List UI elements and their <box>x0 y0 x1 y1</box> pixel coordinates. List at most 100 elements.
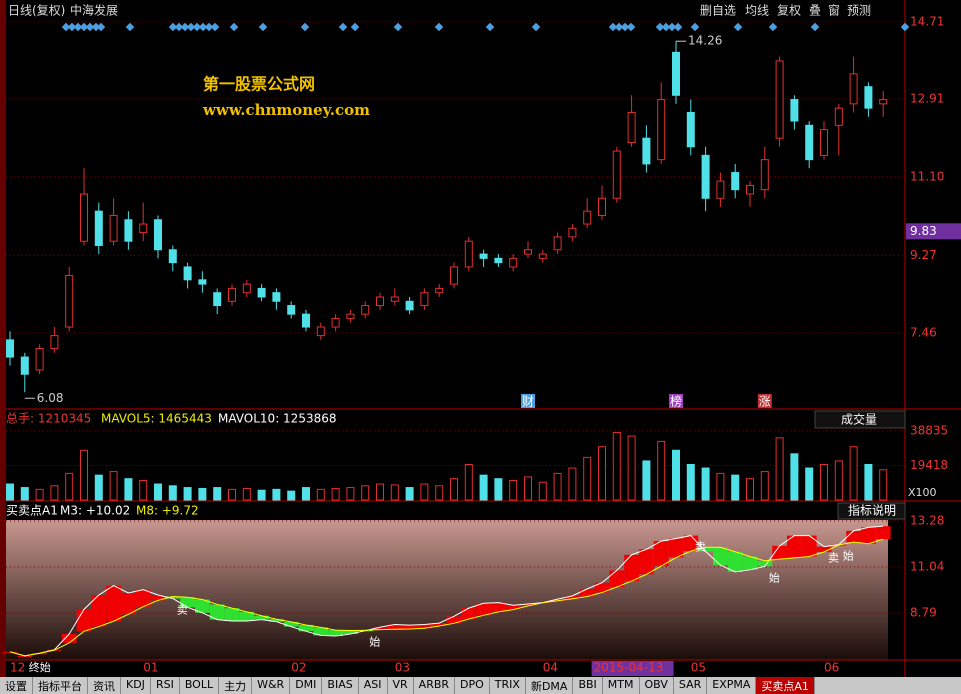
volume-bar <box>864 463 873 501</box>
candle-body <box>405 300 414 311</box>
signal-bar <box>772 545 787 560</box>
candle-body <box>420 292 429 307</box>
y-tick-label: 19418 <box>910 458 948 472</box>
toolbar-button[interactable]: 窗 <box>828 4 840 18</box>
volume-bar <box>820 463 828 501</box>
candle-body <box>464 240 473 268</box>
candle-body <box>198 279 207 285</box>
tab[interactable]: SAR <box>674 677 708 694</box>
toolbar-button[interactable]: 预测 <box>847 4 871 18</box>
volume-title: 总手: 1210345 <box>6 412 91 426</box>
signal-bar <box>550 599 565 601</box>
volume-bar <box>168 485 177 501</box>
signal-diamond <box>485 22 495 32</box>
tab[interactable]: KDJ <box>121 677 151 694</box>
volume-bar <box>568 467 577 501</box>
candle-body <box>331 317 340 328</box>
candle-body <box>746 184 754 195</box>
signal-bar <box>742 556 758 570</box>
candle-body <box>346 313 355 319</box>
tab[interactable]: RSI <box>151 677 180 694</box>
signal-bar <box>639 549 654 575</box>
signal-bar <box>861 527 876 544</box>
volume-bar <box>80 449 88 501</box>
signal-bar <box>343 630 358 634</box>
event-badge <box>669 394 683 408</box>
signal-bar <box>224 608 240 622</box>
tab[interactable]: DPO <box>455 677 490 694</box>
signal-bar <box>328 630 343 637</box>
signal-label: 卖 <box>177 604 188 617</box>
indicator-line <box>9 525 884 657</box>
volume-bar <box>198 487 207 501</box>
candle-body <box>435 287 444 294</box>
toolbar-button[interactable]: 均线 <box>745 4 769 18</box>
volume-bar <box>672 449 680 501</box>
candle-body <box>509 257 518 268</box>
signal-bar <box>402 625 417 630</box>
candle-body <box>139 223 148 234</box>
tab[interactable]: 资讯 <box>88 677 121 694</box>
candle-body <box>820 129 828 156</box>
tab[interactable]: VR <box>388 677 414 694</box>
tab[interactable]: 新DMA <box>526 677 574 694</box>
signal-diamond <box>434 22 444 32</box>
tab[interactable]: BOLL <box>180 677 220 694</box>
volume-selector[interactable] <box>814 410 906 429</box>
tab[interactable]: OBV <box>640 677 674 694</box>
candle-body <box>35 347 44 371</box>
tab[interactable]: 买卖点A1 <box>756 677 815 694</box>
signal-bar <box>313 627 329 636</box>
candle-body <box>94 210 103 246</box>
toolbar-button[interactable]: 叠 <box>809 4 821 18</box>
signal-bar <box>387 624 403 630</box>
candle-body <box>701 154 710 199</box>
signal-bar <box>372 627 388 630</box>
volume-bar <box>94 474 103 501</box>
date-label: 2015-04-13 <box>594 661 664 675</box>
tab[interactable]: W&R <box>252 677 291 694</box>
candle-body <box>124 219 133 242</box>
candle-body <box>716 180 725 199</box>
signal-diamond <box>258 22 268 32</box>
date-label: 05 <box>691 661 706 675</box>
tab[interactable]: 设置 <box>0 677 33 694</box>
candle-body <box>494 257 503 264</box>
volume-bar <box>154 483 162 501</box>
volume-bar <box>213 487 222 501</box>
signal-diamond <box>733 22 743 32</box>
tab[interactable]: TRIX <box>490 677 526 694</box>
toolbar-button[interactable]: 删自选 <box>700 4 736 18</box>
annotation: 14.26 <box>688 34 722 48</box>
volume-bar <box>287 490 296 501</box>
tab[interactable]: ASI <box>359 677 388 694</box>
volume-bar <box>583 456 592 501</box>
signal-label: 卖 <box>828 552 839 565</box>
signal-bar <box>491 602 506 612</box>
candle-body <box>390 296 399 302</box>
volume-selector-label[interactable]: 成交量 <box>841 412 877 427</box>
help-button[interactable] <box>837 502 906 520</box>
candle-body <box>450 266 458 285</box>
signal-bar <box>520 604 536 606</box>
tab[interactable]: MTM <box>603 677 640 694</box>
candle-body <box>642 137 651 165</box>
volume-bar <box>390 484 399 501</box>
tab[interactable]: 指标平台 <box>33 677 88 694</box>
event-badge <box>521 394 535 408</box>
candle-body <box>760 159 769 191</box>
volume-bar <box>701 467 710 501</box>
candle-body <box>538 253 547 259</box>
volume-unit: X100 <box>908 486 937 499</box>
tab[interactable]: EXPMA <box>707 677 757 694</box>
period: 日线(复权) <box>8 4 65 18</box>
tab[interactable]: DMI <box>290 677 323 694</box>
tab[interactable]: BBI <box>573 677 603 694</box>
tab[interactable]: 主力 <box>219 677 253 694</box>
tab[interactable]: ARBR <box>414 677 456 694</box>
candle-body <box>834 107 843 126</box>
help-label[interactable]: 指标说明 <box>848 503 896 518</box>
toolbar-button[interactable]: 复权 <box>777 4 801 18</box>
tab[interactable]: BIAS <box>322 677 359 694</box>
sidebar <box>0 0 6 677</box>
